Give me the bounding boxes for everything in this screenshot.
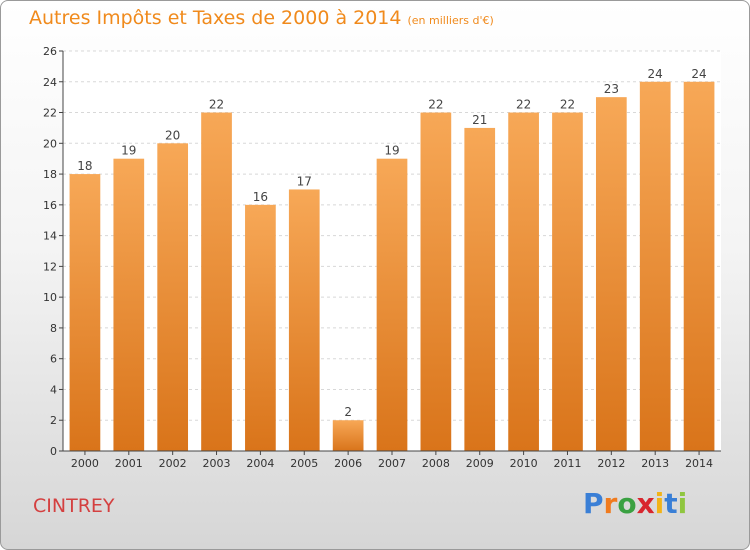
x-tick-label: 2007: [378, 457, 406, 470]
logo-letter: x: [636, 487, 655, 520]
bar-value-label: 22: [209, 98, 224, 112]
bar: [245, 204, 276, 451]
x-tick-label: 2012: [597, 457, 625, 470]
x-tick-label: 2001: [115, 457, 143, 470]
bars: 18 19 20 22 16 17 2 19 22 21 22 22 23 24 24: [69, 67, 715, 452]
bar: [639, 81, 671, 452]
y-tick-label: 12: [43, 260, 57, 273]
x-tick-label: 2000: [71, 457, 99, 470]
bar-value-label: 16: [253, 190, 268, 204]
x-tick-label: 2009: [466, 457, 494, 470]
bar: [288, 189, 320, 451]
x-tick-label: 2008: [422, 457, 450, 470]
bar: [508, 112, 539, 452]
x-tick-label: 2003: [203, 457, 231, 470]
x-tick-label: 2006: [334, 457, 362, 470]
chart-title-text: Autres Impôts et Taxes de 2000 à 2014: [29, 7, 402, 29]
bar: [376, 158, 408, 451]
bar-value-label: 24: [648, 67, 663, 81]
bar-value-label: 22: [516, 98, 531, 112]
y-tick-label: 10: [43, 291, 57, 304]
x-tick-label: 2013: [641, 457, 669, 470]
bar: [332, 420, 364, 451]
bar-value-label: 20: [165, 128, 180, 142]
y-tick-label: 2: [50, 414, 57, 427]
x-axis: 2000 2001 2002 2003 2004 2005 2006 2007 2008 2009…: [63, 450, 721, 470]
logo-letter: o: [617, 487, 637, 520]
chart-unit-note: (en milliers d'€): [407, 14, 494, 27]
y-tick-label: 18: [43, 168, 57, 181]
y-tick-label: 16: [43, 199, 57, 212]
y-tick-label: 4: [50, 383, 57, 396]
x-tick-label: 2002: [159, 457, 187, 470]
logo-letter: i: [677, 487, 688, 520]
bar: [464, 127, 496, 451]
x-tick-label: 2005: [290, 457, 318, 470]
y-tick-label: 6: [50, 353, 57, 366]
bar-value-label: 18: [77, 159, 92, 173]
x-tick-label: 2011: [553, 457, 581, 470]
bar: [420, 112, 452, 452]
bar-value-label: 24: [691, 67, 706, 81]
location-name: CINTREY: [33, 495, 115, 517]
bar: [552, 112, 583, 452]
logo-letter: r: [603, 487, 618, 520]
bar-value-label: 23: [604, 82, 619, 96]
x-tick-label: 2004: [246, 457, 274, 470]
bar-value-label: 17: [297, 174, 312, 188]
y-tick-label: 20: [43, 137, 57, 150]
logo-letter: P: [583, 487, 604, 520]
bar: [69, 174, 101, 452]
logo-letter: i: [654, 487, 665, 520]
logo-letter: t: [664, 487, 678, 520]
bar: [201, 112, 232, 452]
x-tick-label: 2014: [685, 457, 713, 470]
bar-value-label: 2: [344, 405, 352, 419]
bar: [595, 97, 627, 452]
y-tick-label: 26: [43, 45, 57, 58]
bar-value-label: 22: [560, 98, 575, 112]
chart-title: Autres Impôts et Taxes de 2000 à 2014 (en…: [29, 7, 494, 29]
bar-value-label: 19: [384, 144, 399, 158]
x-tick-label: 2010: [510, 457, 538, 470]
y-tick-label: 0: [50, 445, 57, 458]
y-tick-label: 14: [43, 230, 57, 243]
bar: [683, 81, 715, 452]
proxiti-logo: Proxiti: [583, 487, 687, 520]
y-tick-label: 8: [50, 322, 57, 335]
y-tick-label: 24: [43, 76, 57, 89]
y-tick-label: 22: [43, 107, 57, 120]
bar-value-label: 19: [121, 144, 136, 158]
bar-value-label: 21: [472, 113, 487, 127]
bar: [157, 143, 189, 452]
bar: [113, 158, 145, 451]
bar-value-label: 22: [428, 98, 443, 112]
